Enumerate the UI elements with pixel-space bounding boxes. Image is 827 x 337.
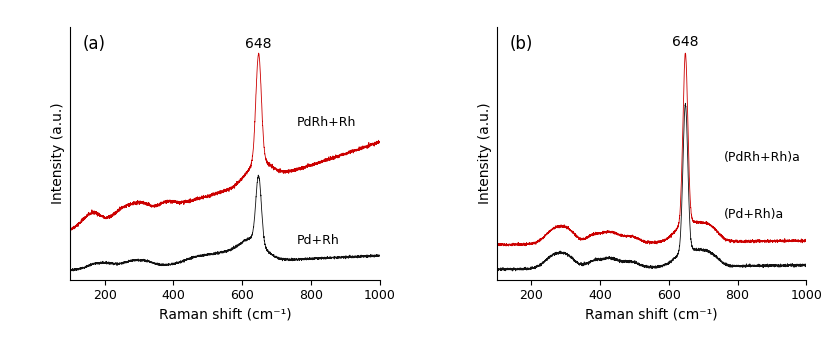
Text: PdRh+Rh: PdRh+Rh	[297, 116, 356, 129]
Text: Pd+Rh: Pd+Rh	[297, 234, 340, 247]
Y-axis label: Intensity (a.u.): Intensity (a.u.)	[50, 102, 65, 204]
Text: 648: 648	[672, 35, 699, 49]
X-axis label: Raman shift (cm⁻¹): Raman shift (cm⁻¹)	[586, 308, 718, 322]
Text: 648: 648	[246, 37, 272, 51]
Text: (PdRh+Rh)a: (PdRh+Rh)a	[724, 151, 801, 164]
Text: (a): (a)	[83, 35, 106, 53]
X-axis label: Raman shift (cm⁻¹): Raman shift (cm⁻¹)	[159, 308, 291, 322]
Text: (Pd+Rh)a: (Pd+Rh)a	[724, 208, 784, 221]
Text: (b): (b)	[509, 35, 533, 53]
Y-axis label: Intensity (a.u.): Intensity (a.u.)	[477, 102, 491, 204]
